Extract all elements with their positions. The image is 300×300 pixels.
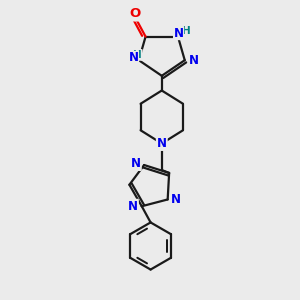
Text: N: N (128, 51, 139, 64)
Text: H: H (182, 26, 190, 36)
Text: N: N (131, 157, 141, 170)
Text: N: N (189, 54, 199, 67)
Text: N: N (157, 137, 167, 150)
Text: N: N (128, 200, 138, 213)
Text: N: N (174, 27, 184, 40)
Text: N: N (171, 193, 181, 206)
Text: O: O (130, 8, 141, 20)
Text: H: H (133, 50, 142, 60)
